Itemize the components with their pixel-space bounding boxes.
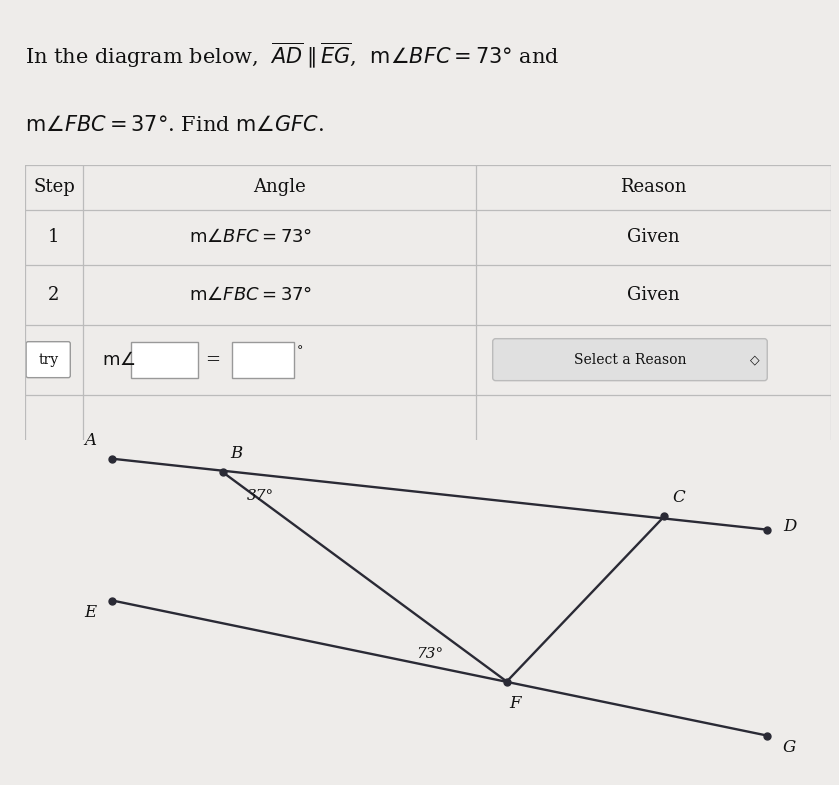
Text: A: A [85,432,96,449]
Text: C: C [672,489,685,506]
Text: D: D [783,518,796,535]
Text: $\mathrm{m}{\angle}FBC = 37°$: $\mathrm{m}{\angle}FBC = 37°$ [189,286,312,304]
Text: F: F [509,695,520,712]
Text: =: = [205,351,220,369]
Text: G: G [783,739,796,756]
Text: Reason: Reason [620,178,687,196]
Text: In the diagram below,  $\overline{AD} \parallel \overline{EG}$,  $\mathrm{m}{\an: In the diagram below, $\overline{AD} \pa… [25,41,560,71]
Text: $\mathrm{m}{\angle}BFC = 73°$: $\mathrm{m}{\angle}BFC = 73°$ [189,228,312,246]
Text: B: B [231,445,243,462]
FancyBboxPatch shape [492,338,767,381]
Text: Select a Reason: Select a Reason [574,352,686,367]
Text: try: try [38,352,58,367]
Text: 37°: 37° [247,489,274,503]
Text: ◇: ◇ [750,353,759,366]
Text: E: E [85,604,96,621]
Text: Angle: Angle [253,178,306,196]
Bar [131,341,198,378]
Text: $\mathrm{m}{\angle}$: $\mathrm{m}{\angle}$ [102,351,136,369]
Text: 2: 2 [49,286,60,304]
Text: 73°: 73° [416,648,444,661]
Text: Given: Given [628,228,680,246]
Text: 1: 1 [48,228,60,246]
Text: $\mathrm{m}{\angle}FBC = 37°$. Find $\mathrm{m}{\angle}GFC$.: $\mathrm{m}{\angle}FBC = 37°$. Find $\ma… [25,115,324,135]
Text: °: ° [297,345,303,358]
Text: Step: Step [33,178,75,196]
Bar [232,341,294,378]
Text: Given: Given [628,286,680,304]
FancyBboxPatch shape [26,341,70,378]
